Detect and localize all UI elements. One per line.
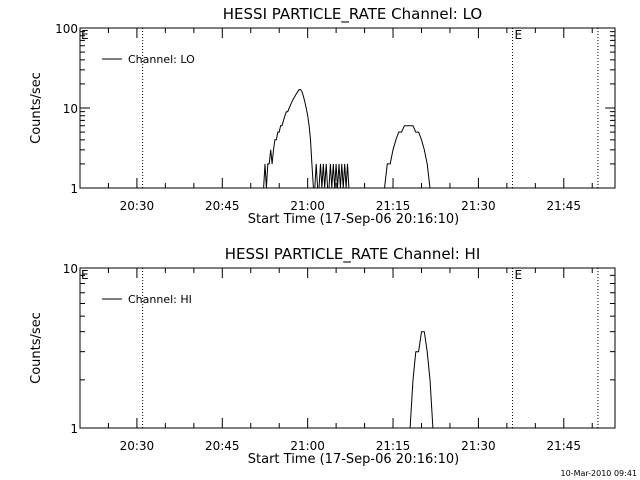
x-axis-label: Start Time (17-Sep-06 20:16:10): [248, 452, 459, 467]
y-tick-label: 1: [70, 182, 78, 196]
y-tick-label: 100: [55, 22, 78, 36]
timestamp-stamp: 10-Mar-2010 09:41: [561, 469, 638, 478]
legend-label: Channel: HI: [128, 293, 192, 306]
series-line: [262, 89, 351, 189]
chart-title: HESSI PARTICLE_RATE Channel: LO: [223, 5, 482, 24]
x-tick-label: 21:00: [290, 199, 325, 213]
plot-frame: [79, 267, 616, 429]
series-line: [409, 331, 434, 429]
x-tick-label: 21:45: [546, 439, 581, 453]
x-tick-label: 20:30: [120, 199, 155, 213]
event-marker-label: E: [81, 28, 89, 42]
event-marker-label: E: [81, 268, 89, 282]
x-tick-label: 21:00: [290, 439, 325, 453]
y-axis-label: Counts/sec: [29, 312, 44, 384]
x-tick-label: 20:45: [205, 199, 240, 213]
y-tick-label: 1: [70, 422, 78, 436]
event-marker-label: E: [515, 28, 523, 42]
x-tick-label: 21:30: [461, 439, 496, 453]
series-line: [381, 125, 433, 189]
y-tick-label: 10: [63, 102, 78, 116]
x-tick-label: 21:15: [376, 439, 411, 453]
x-tick-label: 20:45: [205, 439, 240, 453]
x-tick-label: 21:45: [546, 199, 581, 213]
y-tick-label: 10: [63, 262, 78, 276]
x-tick-label: 21:30: [461, 199, 496, 213]
x-axis-label: Start Time (17-Sep-06 20:16:10): [248, 212, 459, 227]
chart-title: HESSI PARTICLE_RATE Channel: HI: [225, 245, 481, 264]
x-tick-label: 20:30: [120, 439, 155, 453]
y-axis-label: Counts/sec: [29, 72, 44, 144]
x-tick-label: 21:15: [376, 199, 411, 213]
event-marker-label: E: [515, 268, 523, 282]
legend-label: Channel: LO: [128, 53, 195, 66]
